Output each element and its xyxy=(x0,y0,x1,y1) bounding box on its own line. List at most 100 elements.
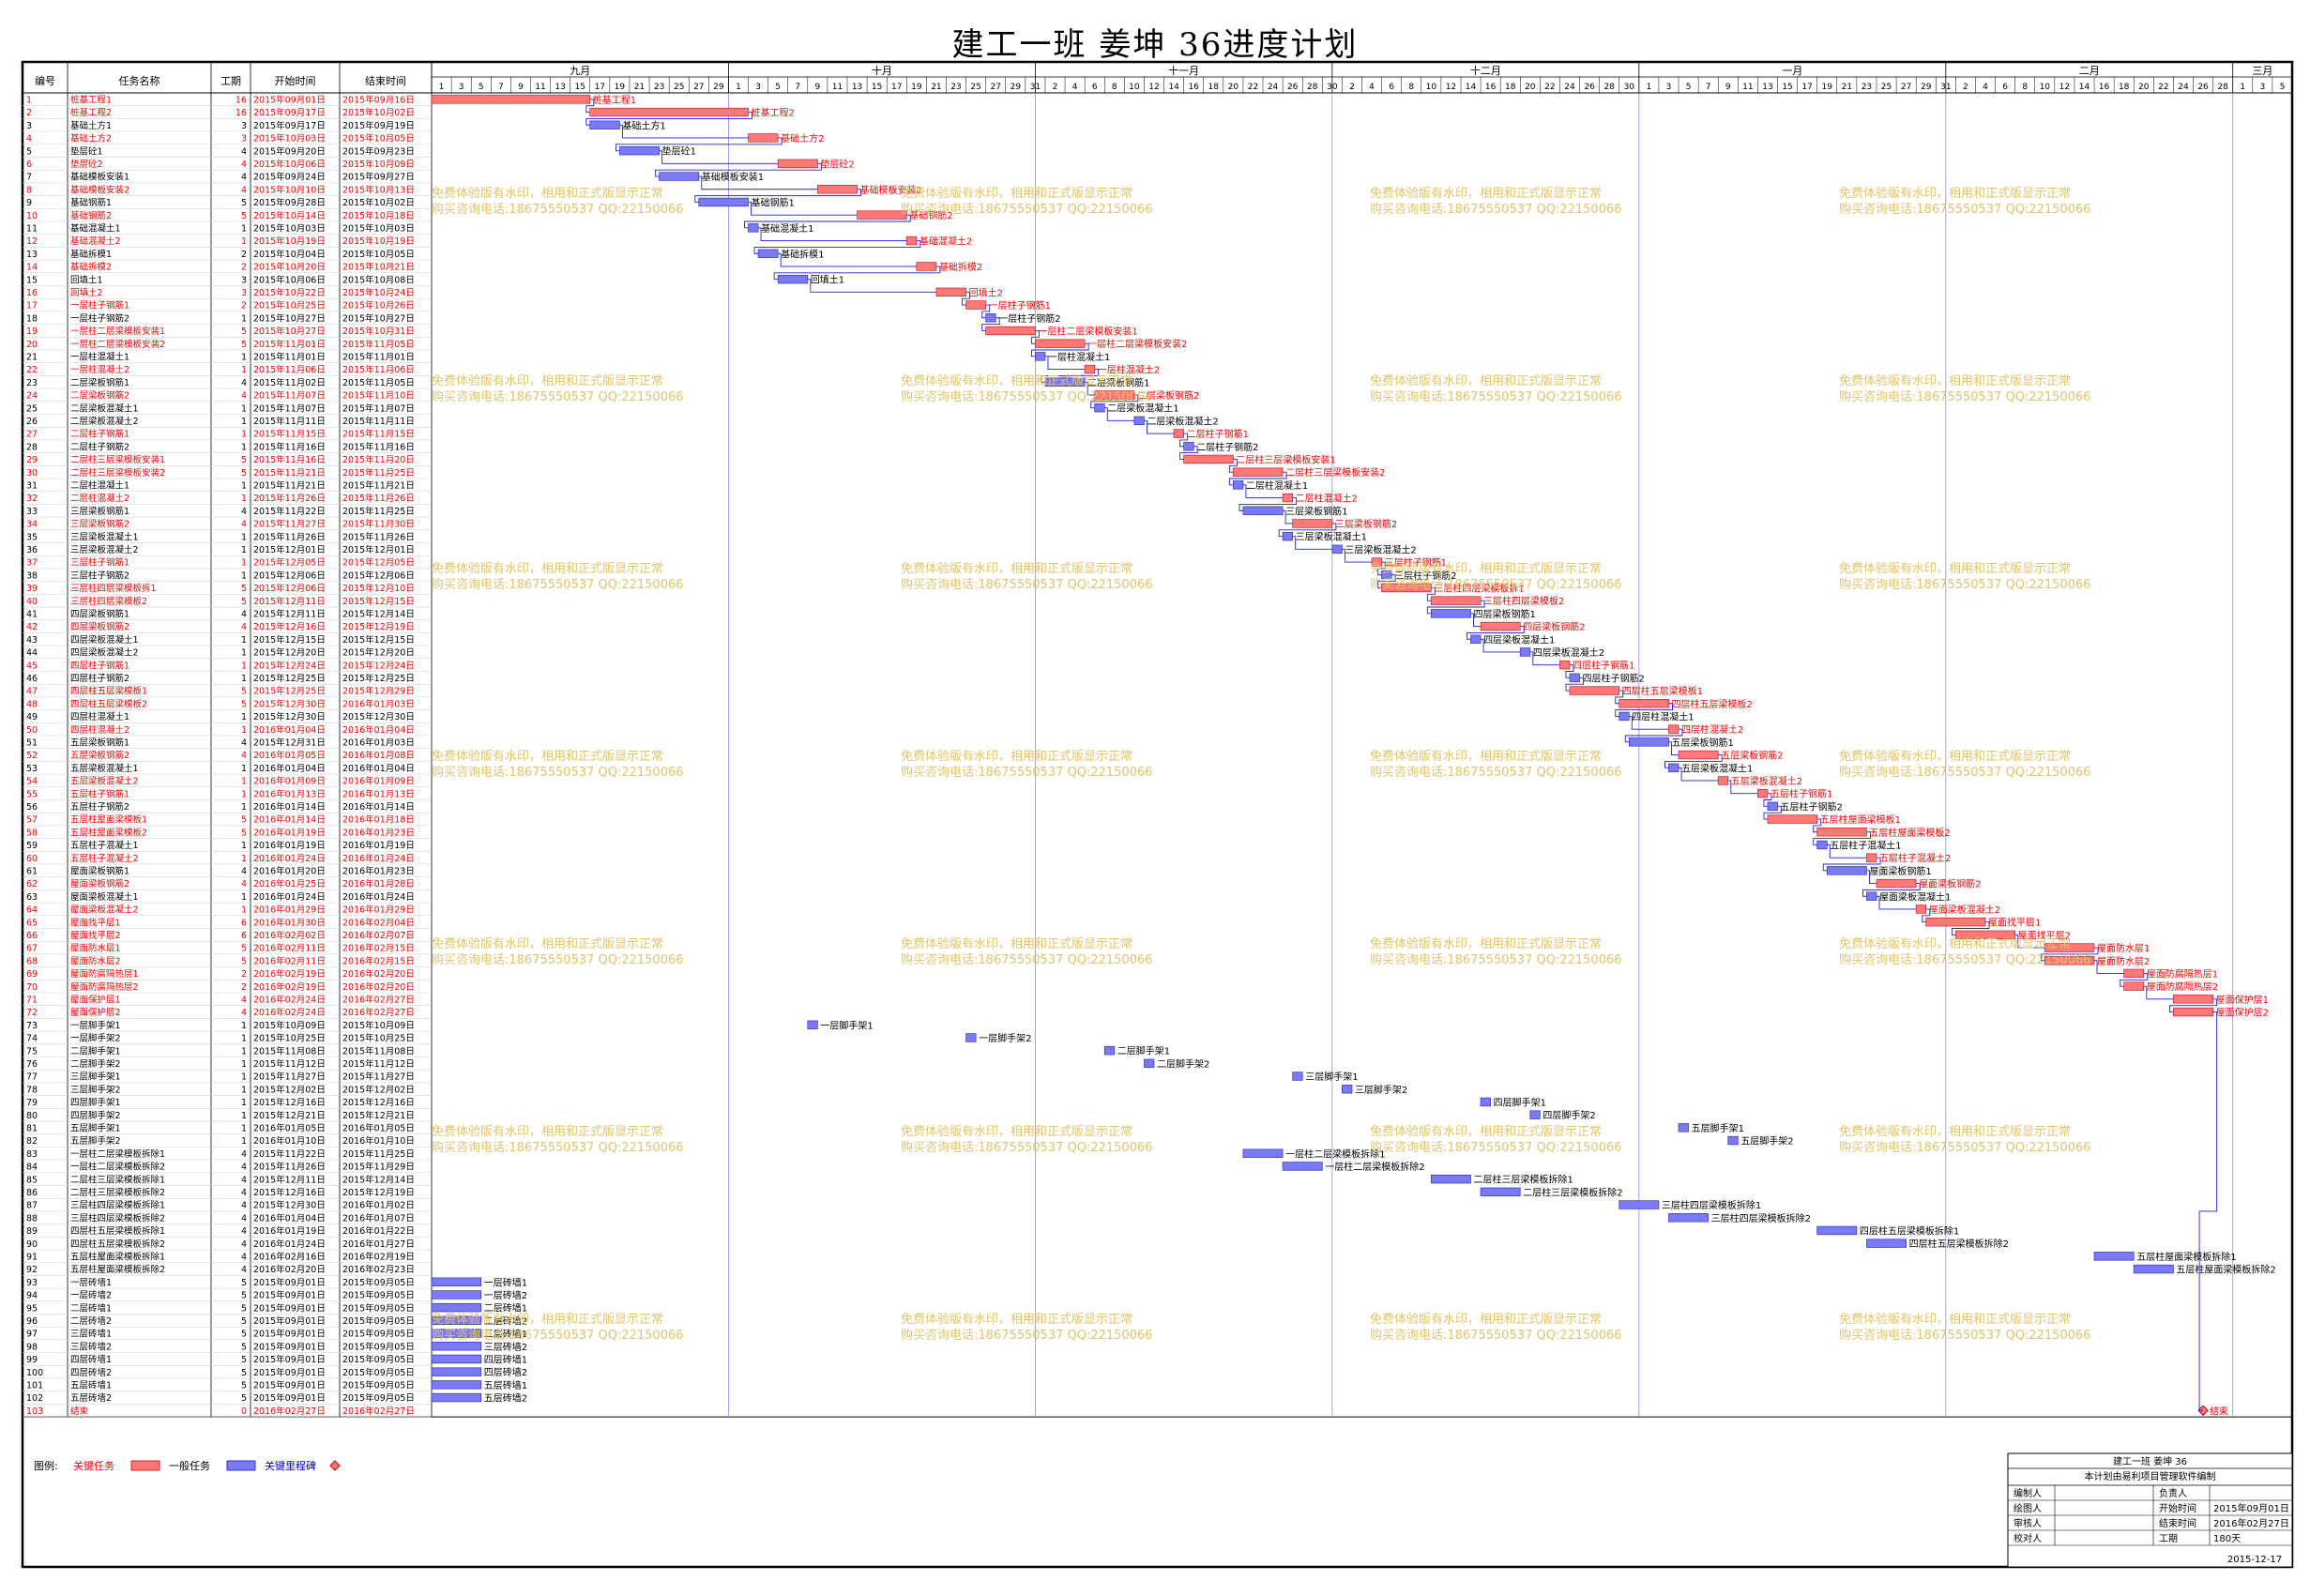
task-start: 2015年11月02日 xyxy=(253,377,326,388)
month-label: 十月 xyxy=(872,64,892,77)
task-id: 52 xyxy=(26,751,38,761)
bar-label: 四层梁板钢筋1 xyxy=(1474,608,1536,620)
day-tick-label: 20 xyxy=(1525,83,1536,92)
task-start: 2015年09月28日 xyxy=(253,197,326,208)
task-end: 2016年01月04日 xyxy=(342,763,415,774)
bar-label: 三层脚手架1 xyxy=(1305,1071,1358,1083)
watermark-line-1: 免费体验版有水印，相用和正式版显示正常 xyxy=(432,186,663,201)
task-name: 结束 xyxy=(70,1406,89,1417)
header-name: 任务名称 xyxy=(119,74,160,87)
task-id: 16 xyxy=(26,288,38,298)
task-bar xyxy=(1480,1097,1491,1107)
task-name: 五层柱屋面梁模板拆除1 xyxy=(70,1252,165,1263)
task-end: 2015年09月05日 xyxy=(342,1302,415,1314)
day-tick-label: 26 xyxy=(2197,83,2209,92)
task-start: 2015年12月15日 xyxy=(253,634,326,646)
bar-label: 基础钢筋2 xyxy=(909,209,952,221)
dependency-link xyxy=(1283,509,1293,524)
day-tick-label: 15 xyxy=(1782,83,1792,92)
task-id: 25 xyxy=(26,403,38,414)
day-tick-label: 4 xyxy=(1369,83,1375,92)
bar-label: 五层砖墙1 xyxy=(484,1379,527,1391)
task-name: 四层柱五层梁模板2 xyxy=(70,698,147,709)
watermark-line-1: 免费体验版有水印，相用和正式版显示正常 xyxy=(1839,373,2071,388)
task-start: 2016年01月05日 xyxy=(253,750,326,761)
task-duration: 1 xyxy=(241,635,247,646)
task-end: 2015年09月05日 xyxy=(342,1380,415,1391)
task-id: 76 xyxy=(26,1059,38,1070)
task-id: 41 xyxy=(26,610,38,620)
task-name: 基础钢筋1 xyxy=(70,197,112,208)
day-tick-label: 2 xyxy=(1349,83,1355,92)
bar-label: 一层柱混凝土2 xyxy=(1098,364,1160,376)
dependency-link xyxy=(981,304,991,319)
watermark-line-2: 购买咨询电话:18675550537 QQ:22150066 xyxy=(1370,1140,1622,1155)
task-bar xyxy=(431,1367,482,1376)
task-duration: 1 xyxy=(241,442,247,452)
task-bar xyxy=(1480,1187,1521,1197)
task-name: 垫层砼2 xyxy=(70,159,103,170)
task-bar xyxy=(748,133,779,143)
task-start: 2016年02月02日 xyxy=(253,930,326,941)
dependency-link xyxy=(1426,587,1436,601)
task-duration: 1 xyxy=(241,1085,247,1095)
task-name: 屋面防腐隔热层1 xyxy=(70,968,139,980)
task-duration: 5 xyxy=(241,1381,247,1391)
task-start: 2015年12月30日 xyxy=(253,1200,326,1211)
task-end: 2015年12月05日 xyxy=(342,557,415,569)
bar-label: 三层脚手架2 xyxy=(1355,1084,1407,1096)
task-id: 100 xyxy=(26,1368,43,1378)
dependency-link xyxy=(1664,754,1723,768)
month-label: 一月 xyxy=(1782,65,1802,77)
task-id: 11 xyxy=(26,224,38,235)
bar-label: 五层砖墙2 xyxy=(484,1392,527,1405)
task-name: 五层梁板混凝土2 xyxy=(70,776,139,787)
task-start: 2015年11月27日 xyxy=(253,1072,326,1083)
day-tick-label: 20 xyxy=(1228,83,1239,92)
task-start: 2016年01月19日 xyxy=(253,1225,326,1237)
task-start: 2016年01月30日 xyxy=(253,917,326,928)
task-bar xyxy=(1133,416,1145,426)
day-tick-label: 28 xyxy=(1307,83,1318,92)
bar-label: 回填土1 xyxy=(811,274,844,286)
dependency-link xyxy=(1565,664,1574,678)
dependency-link xyxy=(655,162,822,177)
task-duration: 4 xyxy=(241,1149,247,1160)
task-bar xyxy=(985,313,996,323)
task-name: 三层梁板混凝土1 xyxy=(70,531,139,542)
task-id: 12 xyxy=(26,236,38,247)
task-end: 2015年11月05日 xyxy=(342,339,415,350)
task-id: 92 xyxy=(26,1265,38,1275)
dependency-link xyxy=(1727,780,1758,795)
task-start: 2016年01月24日 xyxy=(253,1239,326,1250)
task-duration: 3 xyxy=(241,275,247,285)
task-name: 四层砖墙2 xyxy=(70,1367,112,1378)
task-id: 61 xyxy=(26,867,38,877)
day-tick-label: 28 xyxy=(1603,83,1615,92)
legend-critical-swatch xyxy=(130,1460,160,1471)
task-name: 基础模板安装2 xyxy=(70,184,129,195)
task-end: 2016年02月19日 xyxy=(342,1252,415,1263)
bar-label: 二层脚手架2 xyxy=(1157,1057,1209,1070)
bar-label: 屋面梁板钢筋2 xyxy=(1919,878,1981,890)
task-id: 59 xyxy=(26,841,38,851)
task-end: 2015年10月08日 xyxy=(342,274,415,285)
task-bar xyxy=(1628,737,1669,747)
task-id: 23 xyxy=(26,378,38,388)
watermark-line-1: 免费体验版有水印，相用和正式版显示正常 xyxy=(432,1124,663,1139)
bar-label: 四层柱子钢筋1 xyxy=(1573,660,1634,672)
task-start: 2015年10月27日 xyxy=(253,312,326,324)
task-bar xyxy=(1183,442,1194,451)
task-name: 二层柱三层梁模板拆除1 xyxy=(70,1174,165,1185)
dependency-link xyxy=(1090,394,1139,409)
task-start: 2015年09月20日 xyxy=(253,145,326,157)
task-end: 2015年12月01日 xyxy=(342,544,415,555)
task-start: 2015年09月01日 xyxy=(253,1302,326,1314)
watermark-line-2: 购买咨询电话:18675550537 QQ:22150066 xyxy=(1839,765,2091,780)
dependency-link xyxy=(748,202,858,216)
task-name: 四层柱混凝土2 xyxy=(70,724,129,736)
task-start: 2015年11月26日 xyxy=(253,493,326,504)
task-start: 2015年09月01日 xyxy=(253,1315,326,1327)
watermark-line-2: 购买咨询电话:18675550537 QQ:22150066 xyxy=(1839,1140,2091,1155)
task-duration: 1 xyxy=(241,661,247,671)
